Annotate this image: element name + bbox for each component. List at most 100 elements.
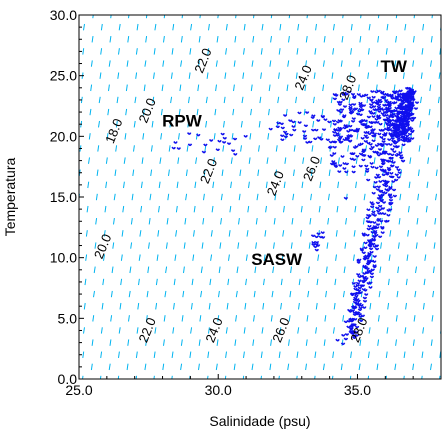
data-point (363, 288, 368, 292)
data-point (397, 171, 402, 174)
contour-dash (376, 363, 379, 371)
data-point (279, 122, 284, 125)
contour-dash (342, 290, 345, 298)
y-tick-label: 5.0 (58, 310, 78, 326)
contour-dash (268, 108, 270, 116)
contour-dash (260, 72, 262, 79)
contour-dash (98, 120, 100, 128)
data-point (363, 139, 368, 143)
data-point (398, 123, 403, 127)
contour-dash (363, 193, 366, 201)
contour-dash (261, 327, 264, 334)
contour-dash (85, 254, 88, 261)
contour-dash (296, 48, 299, 55)
data-point (352, 323, 357, 327)
contour-dash (107, 108, 110, 116)
contour-dash (238, 218, 240, 225)
data-point (383, 182, 389, 186)
contour-dash (296, 375, 298, 379)
data-point (359, 119, 365, 123)
contour-dash (166, 218, 169, 225)
data-point (332, 134, 338, 137)
contour-dash (113, 218, 115, 225)
contour-dash (327, 218, 330, 225)
data-point (356, 259, 361, 262)
data-point (365, 233, 370, 237)
contour-dash (118, 23, 121, 31)
data-point (379, 135, 384, 139)
data-point (371, 226, 376, 230)
contour-dash (165, 266, 168, 274)
contour-dash (315, 23, 317, 31)
data-point (376, 153, 381, 157)
data-point (374, 101, 380, 105)
contour-dash (217, 315, 220, 322)
contour-dash (306, 315, 309, 322)
contour-dash (168, 169, 170, 176)
data-point (392, 141, 398, 145)
data-point (379, 225, 385, 229)
data-point (384, 121, 390, 125)
data-point (338, 100, 343, 104)
data-point (382, 118, 388, 122)
data-point (400, 130, 405, 134)
data-point (392, 144, 398, 148)
contour-dash (327, 193, 330, 201)
data-point (372, 245, 377, 248)
contour-dash (136, 327, 139, 334)
data-point (376, 175, 382, 179)
data-point (359, 247, 364, 251)
contour-dash (386, 23, 389, 31)
data-point (409, 96, 415, 99)
contour-dash (82, 375, 84, 379)
data-point (393, 122, 398, 126)
contour-dash (337, 157, 340, 164)
data-point (381, 140, 386, 143)
contour-dash (242, 375, 245, 379)
contour-dash (211, 205, 214, 213)
contour-dash (345, 218, 347, 225)
data-point (396, 111, 401, 115)
contour-labels: 18.020.022.024.0 28.022.0 24.026.020.022.0… (91, 46, 371, 344)
contour-dash (127, 339, 130, 346)
contour-dash (200, 266, 203, 274)
data-point (362, 299, 368, 303)
data-point (341, 115, 347, 119)
data-point (368, 142, 373, 146)
contour-dash (161, 84, 164, 92)
data-point (379, 198, 385, 202)
contour-dash (128, 315, 130, 322)
contour-dash (203, 169, 206, 176)
contour-dash (87, 181, 90, 189)
data-point (371, 237, 376, 241)
contour-dash (156, 254, 159, 261)
data-point (374, 90, 379, 94)
contour-dash (153, 72, 155, 79)
contour-dash (115, 120, 118, 128)
data-point (348, 309, 353, 313)
data-point (363, 246, 368, 249)
contour-dash (368, 23, 371, 31)
contour-dash (237, 242, 240, 249)
contour-dash (224, 72, 227, 79)
contour-dash (330, 96, 333, 104)
data-point (316, 232, 321, 235)
contour-dash (153, 48, 156, 55)
contour-dash (430, 36, 433, 43)
contour-dash (318, 205, 321, 213)
data-point (363, 119, 368, 122)
contour-dash (285, 108, 288, 116)
data-point (356, 92, 361, 96)
contour-dash (340, 363, 343, 371)
contour-dash (244, 302, 247, 310)
data-point (220, 132, 225, 136)
data-point (378, 122, 383, 126)
data-point (335, 120, 341, 124)
contour-dash (230, 157, 233, 164)
data-point (337, 136, 343, 140)
contour-dash (187, 120, 190, 128)
data-point (384, 113, 389, 117)
data-point (379, 144, 385, 147)
contour-dash (179, 84, 182, 92)
contour-dash (310, 169, 313, 176)
